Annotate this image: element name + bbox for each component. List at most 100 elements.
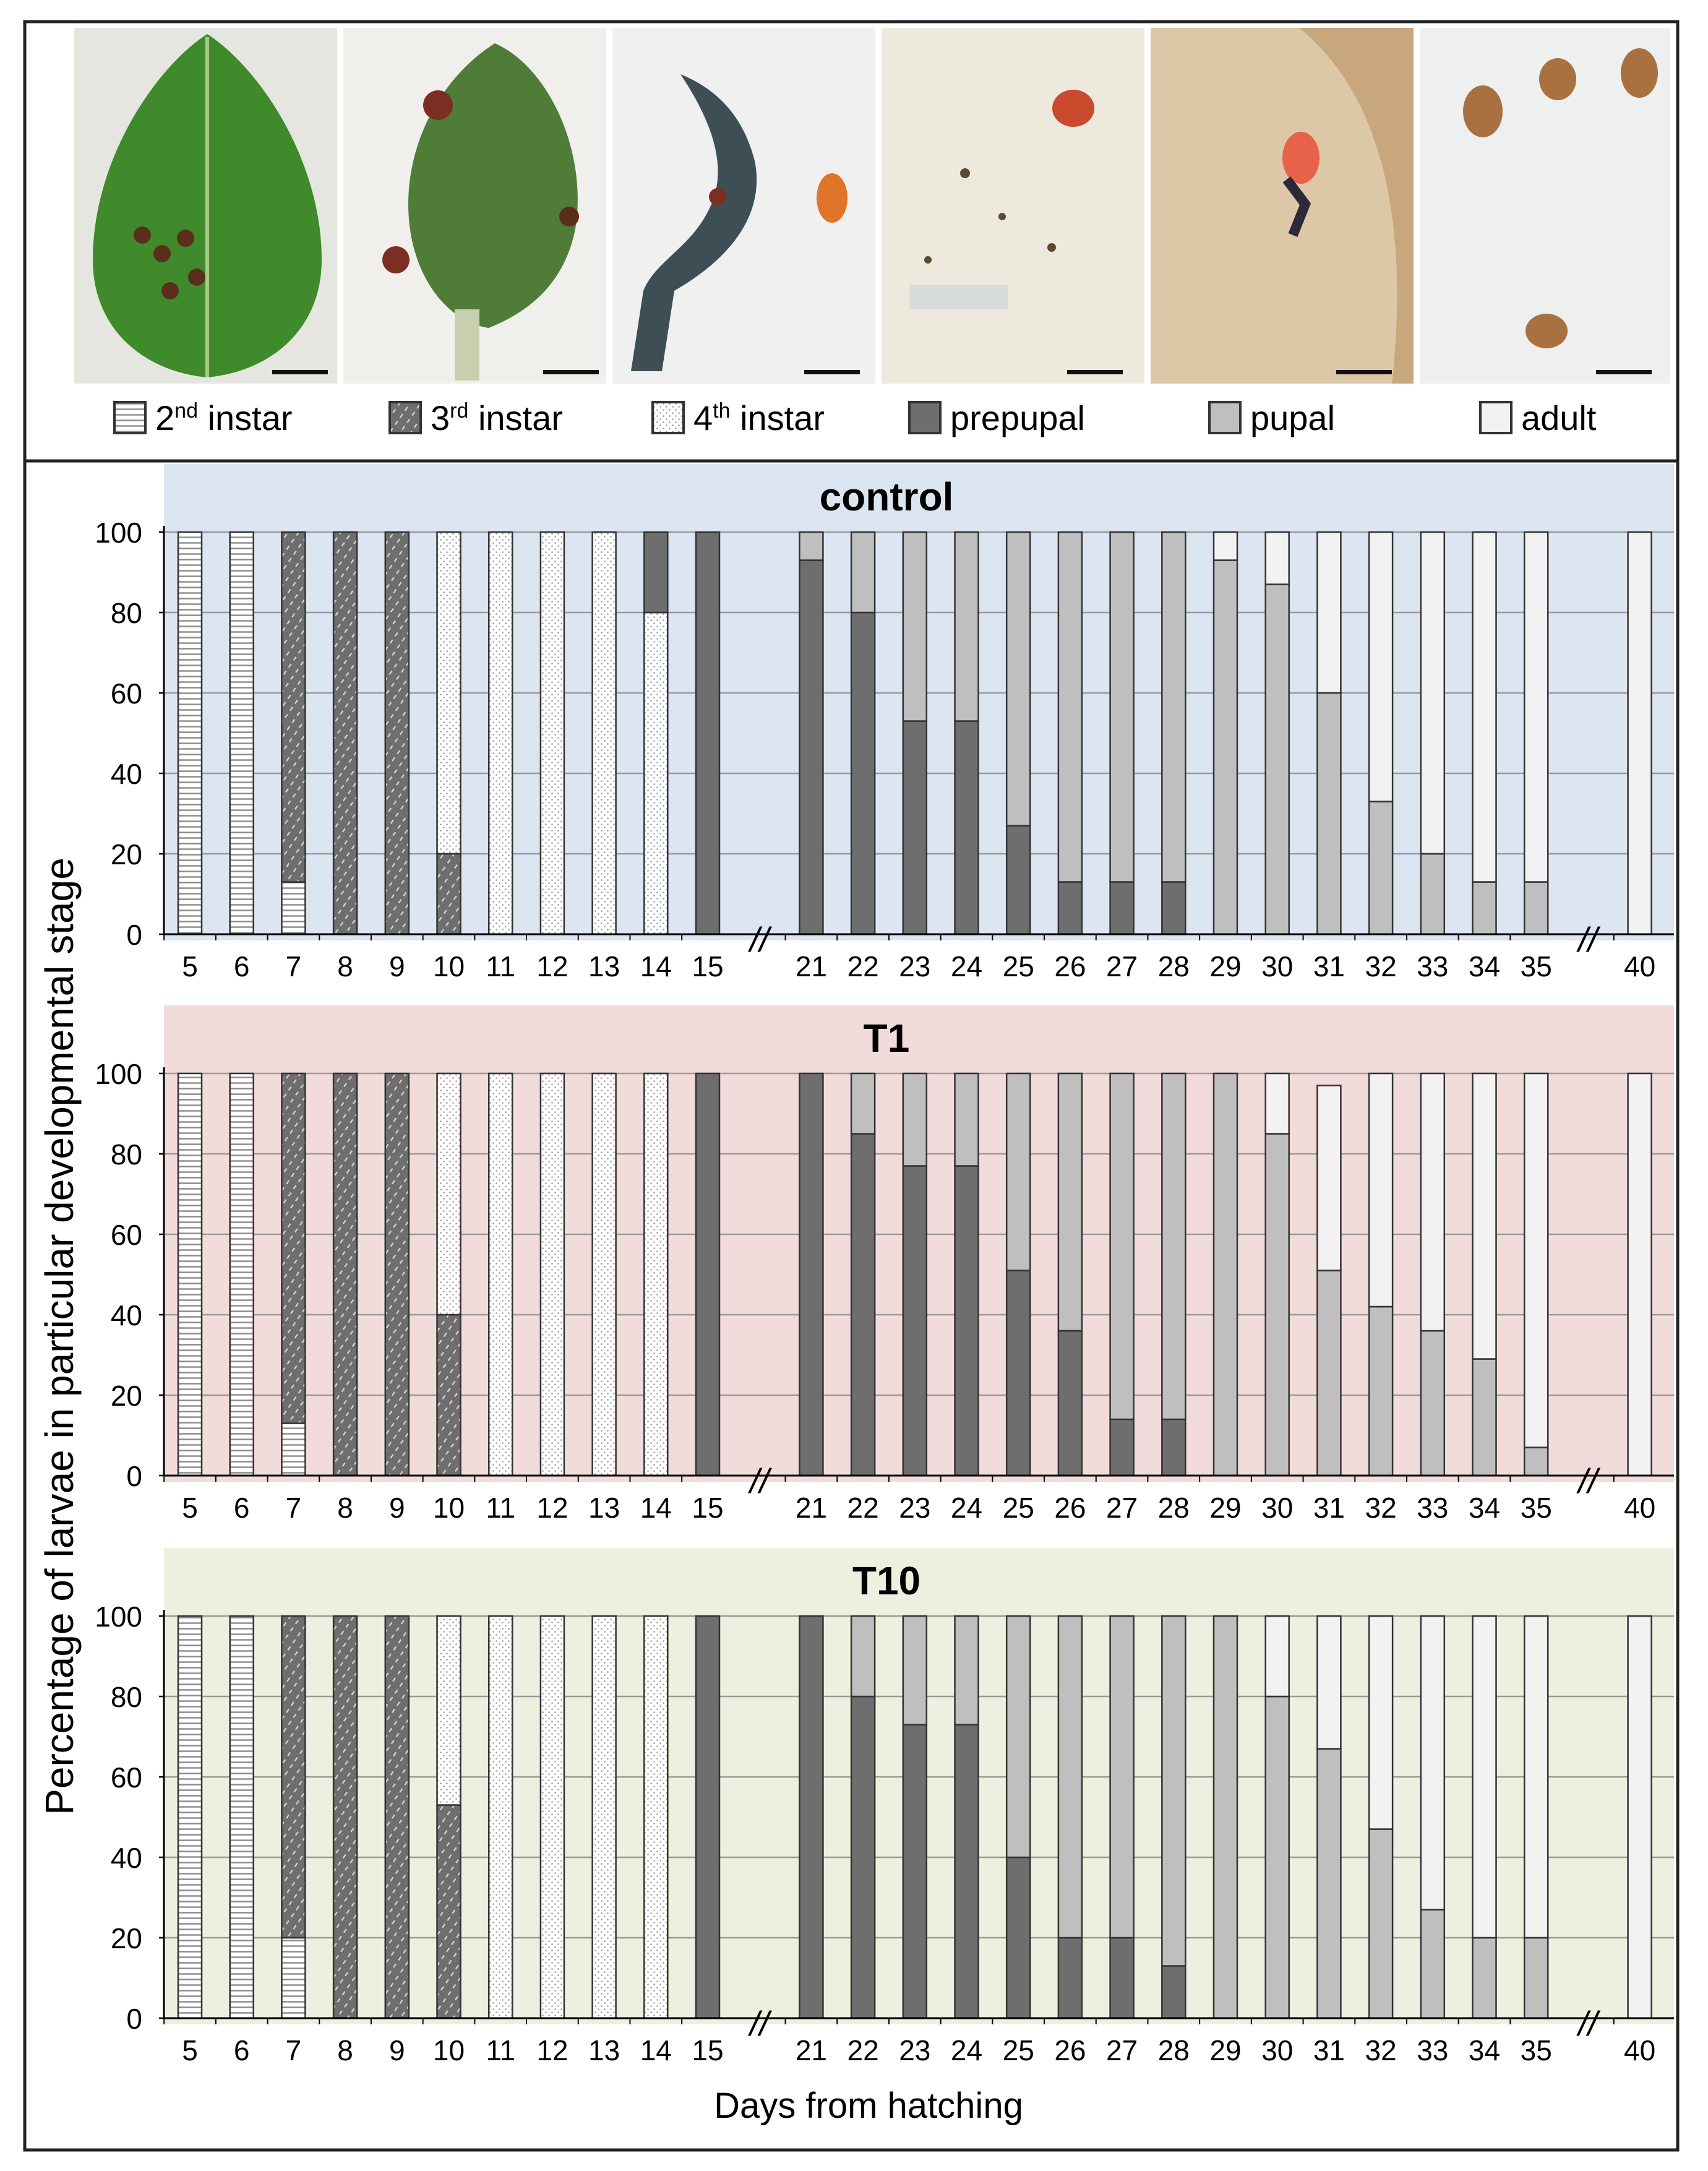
- x-tick-label: 35: [1521, 1492, 1552, 1524]
- photo-prepupal: [882, 28, 1144, 384]
- y-tick-label: 20: [111, 1380, 142, 1412]
- x-tick-label: 13: [588, 950, 620, 982]
- bar-segment-adult: [1316, 1615, 1342, 1750]
- bar-segment-pupal: [1368, 1305, 1394, 1477]
- x-tick-label: 23: [899, 1492, 930, 1524]
- bar-segment-i2: [229, 1615, 254, 2019]
- bar-segment-i4: [539, 531, 565, 935]
- bar-segment-prepupal: [850, 1133, 876, 1477]
- photo-3rd-instar: [343, 28, 606, 384]
- bar-segment-prepupal: [954, 1724, 979, 2019]
- y-tick-label: 60: [111, 1219, 142, 1251]
- bar-segment-i2: [281, 1422, 306, 1477]
- bar-segment-prepupal: [902, 1165, 928, 1477]
- bar-segment-adult: [1627, 1615, 1652, 2019]
- x-tick-label: 13: [588, 2034, 620, 2066]
- x-tick-label: 22: [848, 1492, 879, 1524]
- x-tick-label: 22: [848, 2034, 879, 2066]
- x-tick-label: 31: [1313, 2034, 1345, 2066]
- x-tick-label: 14: [640, 2034, 672, 2066]
- bar-segment-pupal: [1005, 531, 1031, 827]
- bar-segment-prepupal: [1161, 1965, 1187, 2019]
- bar-segment-prepupal: [1161, 881, 1187, 935]
- bar-segment-prepupal: [1005, 825, 1031, 935]
- bar-segment-i3: [384, 531, 410, 935]
- bar-segment-prepupal: [799, 1072, 824, 1477]
- x-tick-label: 21: [796, 950, 827, 982]
- bar-segment-pupal: [1523, 1937, 1549, 2019]
- x-tick-label: 8: [337, 1492, 353, 1524]
- bar-segment-pupal: [1316, 692, 1342, 935]
- x-tick-label: 21: [796, 2034, 827, 2066]
- bar-segment-adult: [1316, 531, 1342, 694]
- bar-segment-adult: [1264, 531, 1290, 585]
- x-tick-label: 6: [234, 950, 250, 982]
- bar-segment-pupal: [1523, 1447, 1549, 1477]
- bar-segment-pupal: [1420, 1909, 1446, 2019]
- y-tick-label: 60: [111, 677, 142, 710]
- x-tick-label: 12: [536, 950, 568, 982]
- bar-segment-pupal: [850, 531, 876, 614]
- bar-segment-pupal: [1212, 1615, 1238, 2019]
- x-tick-label: 31: [1313, 950, 1345, 982]
- x-tick-label: 9: [389, 2034, 405, 2066]
- panel-t1: T1 0 20 40 60 80 100 5 6 7 8 9 10 11 12 13 14 15 21 22 23 24 2…: [95, 1005, 1674, 1524]
- x-tick-label: 35: [1521, 2034, 1552, 2066]
- x-tick-label: 24: [951, 1492, 982, 1524]
- x-tick-label: 28: [1158, 1492, 1190, 1524]
- bar-segment-pupal: [902, 1072, 928, 1167]
- bar-segment-i3: [436, 1313, 461, 1477]
- bar-segment-pupal: [954, 1615, 979, 1726]
- legend-label-prepupal: prepupal: [950, 398, 1085, 437]
- bar-segment-i4: [591, 1072, 617, 1477]
- bar-segment-pupal: [1057, 531, 1083, 883]
- bar-segment-i3: [436, 1804, 461, 2019]
- bar-segment-pupal: [1420, 853, 1446, 935]
- x-tick-label: 25: [1003, 950, 1034, 982]
- x-tick-label: 8: [337, 950, 353, 982]
- panel-title: T1: [864, 1016, 910, 1060]
- x-tick-label: 15: [692, 2034, 723, 2066]
- bar-segment-i3: [332, 1615, 358, 2019]
- bar-segment-i4: [591, 531, 617, 935]
- bar-segment-pupal: [1316, 1270, 1342, 1477]
- bar-segment-i2: [281, 1937, 306, 2019]
- photo-2nd-instar: [74, 28, 337, 384]
- y-tick-label: 100: [95, 517, 142, 549]
- x-tick-label: 7: [286, 1492, 302, 1524]
- photo-pupal: [1151, 28, 1414, 384]
- bar-segment-adult: [1627, 531, 1652, 935]
- bar-segment-pupal: [1472, 881, 1497, 935]
- bar-segment-prepupal: [1057, 881, 1083, 935]
- x-tick-label: 31: [1313, 1492, 1345, 1524]
- axis-break-mark: //: [1576, 2004, 1601, 2043]
- bar-segment-i2: [229, 531, 254, 935]
- x-tick-label: 12: [536, 1492, 568, 1524]
- bar-segment-prepupal: [1005, 1856, 1031, 2019]
- x-tick-label: 5: [182, 950, 198, 982]
- photo-strip: [74, 28, 1670, 384]
- bar-segment-pupal: [1472, 1358, 1497, 1477]
- bar-segment-prepupal: [954, 1165, 979, 1477]
- x-tick-label: 27: [1106, 1492, 1138, 1524]
- bar-segment-i3: [384, 1615, 410, 2019]
- x-tick-label: 15: [692, 950, 723, 982]
- x-tick-label: 29: [1209, 2034, 1241, 2066]
- bar-segment-i3: [281, 1072, 306, 1424]
- x-tick-label: 40: [1624, 2034, 1655, 2066]
- bar-segment-pupal: [1005, 1072, 1031, 1271]
- x-tick-label: 23: [899, 950, 930, 982]
- bar-segment-adult: [1316, 1085, 1342, 1271]
- x-tick-label: 7: [286, 2034, 302, 2066]
- y-tick-label: 100: [95, 1601, 142, 1633]
- bar-segment-pupal: [1316, 1748, 1342, 2019]
- bar-segment-pupal: [1368, 1828, 1394, 2019]
- bar-segment-adult: [1523, 1615, 1549, 1939]
- bar-segment-i4: [436, 531, 461, 855]
- bar-segment-adult: [1212, 531, 1238, 561]
- legend-swatch-i3: [388, 401, 422, 434]
- x-tick-label: 9: [389, 1492, 405, 1524]
- x-tick-label: 35: [1521, 950, 1552, 982]
- x-tick-label: 22: [848, 950, 879, 982]
